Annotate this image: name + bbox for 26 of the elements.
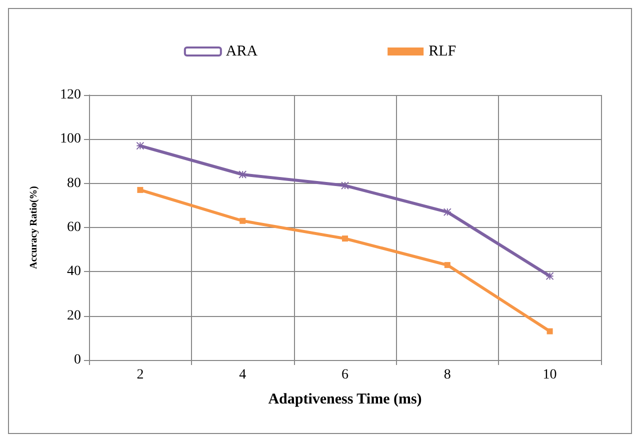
x-tick-label: 4 — [239, 368, 246, 382]
point — [240, 218, 246, 224]
y-tick-label: 40 — [67, 264, 81, 280]
y-tick-label: 120 — [60, 88, 81, 102]
point — [137, 186, 144, 193]
x-tick-label: 8 — [444, 368, 451, 382]
legend-label: ARA — [226, 44, 258, 60]
point — [443, 208, 452, 216]
legend-label: RLF — [428, 44, 456, 60]
point — [136, 142, 144, 150]
y-axis-title: Accuracy Ratio(%) — [28, 186, 40, 270]
y-tick-label: 0 — [74, 352, 81, 368]
point — [342, 236, 348, 242]
y-tick-label: 60 — [67, 220, 81, 235]
point — [444, 262, 450, 268]
point — [546, 328, 553, 334]
point — [341, 182, 349, 190]
x-tick-label: 2 — [136, 368, 144, 382]
y-tick-label: 80 — [67, 176, 81, 191]
point — [546, 272, 554, 280]
y-tick-label: 100 — [60, 132, 81, 147]
x-axis-title: Adaptiveness Time (ms) — [268, 392, 422, 408]
point — [238, 170, 247, 178]
x-tick-label: 6 — [342, 368, 348, 382]
y-tick-label: 20 — [67, 308, 81, 324]
x-tick-label: 10 — [542, 368, 557, 382]
